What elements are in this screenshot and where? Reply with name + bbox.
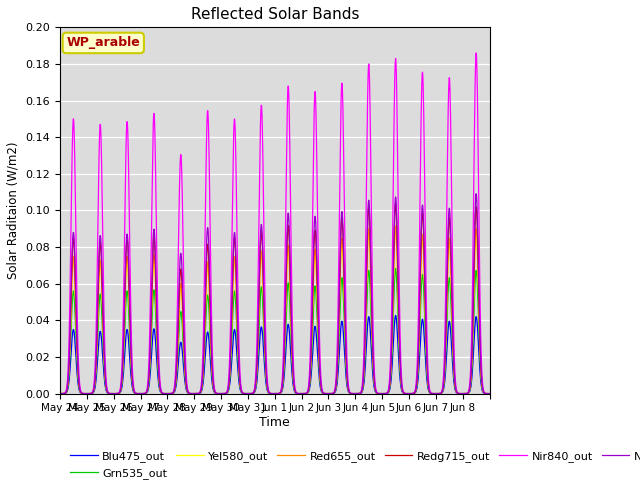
Grn535_out — [99, 336, 107, 341]
Blu475_out — [403, 391, 411, 396]
Nir945_out — [403, 391, 411, 396]
Yel580_out — [480, 389, 488, 395]
Blu475_out — [392, 312, 399, 318]
Grn535_out — [428, 391, 435, 396]
Nir945_out — [56, 391, 64, 396]
Nir945_out — [486, 391, 493, 396]
Red655_out — [300, 391, 307, 396]
Yel580_out — [99, 319, 107, 324]
Blu475_out — [56, 391, 64, 396]
Redg715_out — [392, 201, 399, 206]
Redg715_out — [192, 391, 200, 396]
Red655_out — [392, 223, 399, 229]
Nir840_out — [300, 391, 307, 396]
Red655_out — [428, 391, 435, 396]
Red655_out — [192, 391, 200, 396]
Grn535_out — [300, 391, 307, 396]
Grn535_out — [392, 265, 399, 271]
Grn535_out — [480, 390, 488, 396]
Red655_out — [99, 317, 107, 323]
Nir945_out — [480, 389, 488, 395]
Redg715_out — [428, 391, 435, 396]
Blu475_out — [99, 356, 107, 362]
Grn535_out — [486, 391, 493, 396]
Redg715_out — [300, 391, 307, 396]
Yel580_out — [56, 391, 64, 396]
Line: Redg715_out: Redg715_out — [60, 204, 490, 394]
Nir840_out — [403, 391, 411, 396]
Redg715_out — [56, 391, 64, 396]
Yel580_out — [486, 391, 493, 396]
Line: Blu475_out: Blu475_out — [60, 315, 490, 394]
Blu475_out — [480, 390, 488, 396]
Nir840_out — [472, 50, 480, 56]
Redg715_out — [486, 391, 493, 396]
Blu475_out — [428, 391, 435, 396]
Yel580_out — [392, 228, 399, 233]
Nir945_out — [472, 191, 480, 197]
Nir945_out — [300, 391, 307, 396]
Yel580_out — [403, 391, 411, 396]
Blu475_out — [192, 391, 200, 396]
Red655_out — [480, 389, 488, 395]
Grn535_out — [56, 391, 64, 396]
Nir840_out — [428, 390, 435, 396]
Nir840_out — [480, 388, 488, 394]
Yel580_out — [428, 391, 435, 396]
Nir840_out — [99, 242, 107, 248]
Yel580_out — [192, 391, 200, 396]
Nir945_out — [428, 391, 435, 396]
Grn535_out — [192, 391, 200, 396]
Redg715_out — [480, 389, 488, 395]
Nir945_out — [99, 303, 107, 309]
Blu475_out — [300, 391, 307, 396]
Line: Nir945_out: Nir945_out — [60, 194, 490, 394]
Yel580_out — [300, 391, 307, 396]
Red655_out — [486, 391, 493, 396]
Title: Reflected Solar Bands: Reflected Solar Bands — [191, 7, 359, 22]
Line: Grn535_out: Grn535_out — [60, 268, 490, 394]
Red655_out — [403, 391, 411, 396]
Redg715_out — [99, 307, 107, 313]
Nir840_out — [486, 391, 493, 396]
Line: Yel580_out: Yel580_out — [60, 230, 490, 394]
Nir840_out — [192, 391, 200, 396]
X-axis label: Time: Time — [259, 416, 290, 429]
Grn535_out — [403, 391, 411, 396]
Line: Nir840_out: Nir840_out — [60, 53, 490, 394]
Legend: Blu475_out, Grn535_out, Yel580_out, Red655_out, Redg715_out, Nir840_out, Nir945_: Blu475_out, Grn535_out, Yel580_out, Red6… — [65, 447, 640, 480]
Line: Red655_out: Red655_out — [60, 226, 490, 394]
Y-axis label: Solar Raditaion (W/m2): Solar Raditaion (W/m2) — [7, 142, 20, 279]
Nir840_out — [56, 391, 64, 396]
Blu475_out — [486, 391, 493, 396]
Red655_out — [56, 391, 64, 396]
Redg715_out — [403, 391, 411, 396]
Nir945_out — [192, 391, 200, 396]
Text: WP_arable: WP_arable — [67, 36, 140, 49]
